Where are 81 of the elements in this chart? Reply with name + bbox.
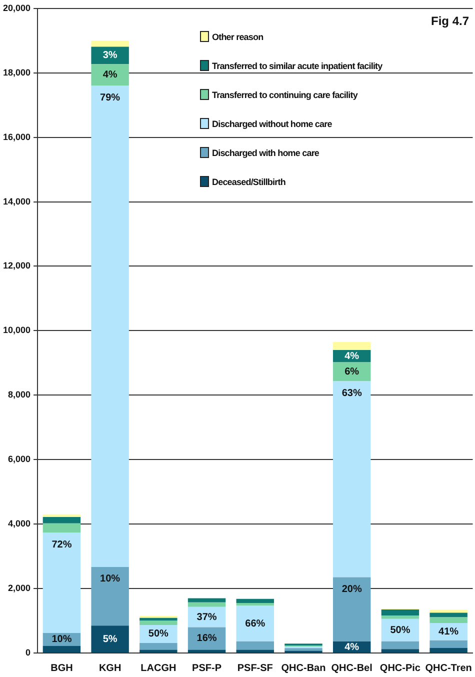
- x-tick-label: PSF-SF: [237, 662, 273, 674]
- bar: [332, 381, 371, 578]
- bar: [91, 86, 129, 567]
- bar: [91, 626, 129, 652]
- bar: [91, 64, 129, 86]
- x-tick-label: QHC-Ban: [281, 662, 326, 674]
- y-tick-label: 0: [26, 647, 31, 658]
- bar: [284, 648, 322, 651]
- bar: [381, 649, 420, 652]
- bar: [188, 598, 226, 602]
- x-tick-label: LACGH: [140, 662, 176, 674]
- annotation: 50%: [148, 628, 169, 640]
- y-tick-label: 2,000: [8, 583, 31, 594]
- bar: [140, 643, 178, 650]
- bar: [236, 598, 274, 604]
- bar: [91, 40, 129, 47]
- annotation: 37%: [196, 612, 217, 623]
- y-tick-label: 4,000: [8, 518, 31, 529]
- legend-label: Other reason: [212, 32, 264, 42]
- bar: [42, 646, 81, 652]
- x-tick-label: QHC-Pic: [380, 662, 421, 674]
- legend-label: Transferred to similar acute inpatient facility: [212, 60, 382, 70]
- y-tick-label: 8,000: [8, 390, 31, 400]
- annotation: 3%: [102, 50, 118, 62]
- legend-label: Discharged without home care: [212, 118, 332, 128]
- x-tick-label: PSF-P: [192, 662, 222, 674]
- bar: [140, 618, 178, 621]
- annotation: 66%: [245, 618, 266, 630]
- bar: [236, 641, 274, 650]
- bar: [381, 616, 420, 619]
- bar: [236, 650, 274, 652]
- y-tick-label: 18,000: [2, 67, 31, 78]
- bar: [42, 523, 81, 533]
- bar: [42, 532, 81, 634]
- x-tick-label: QHC-Tren: [425, 662, 472, 674]
- annotation: 50%: [390, 624, 410, 636]
- bar: [236, 606, 274, 642]
- y-tick-label: 14,000: [2, 196, 31, 206]
- annotation: 79%: [100, 92, 120, 104]
- bar: [42, 516, 81, 524]
- annotation: 4%: [344, 642, 360, 653]
- bar: [188, 650, 226, 652]
- bar: [140, 620, 178, 625]
- annotation: 4%: [344, 350, 360, 362]
- x-tick-label: BGH: [50, 662, 73, 674]
- annotation: 72%: [52, 540, 72, 551]
- bar: [332, 577, 371, 642]
- annotation: 63%: [342, 388, 362, 400]
- bar: [381, 609, 420, 616]
- annotation: 41%: [438, 626, 459, 638]
- legend-label: Transferred to continuing care facility: [212, 90, 358, 100]
- bar: [188, 627, 226, 650]
- bar: [430, 612, 468, 618]
- bar: [332, 362, 371, 382]
- annotation: 5%: [102, 634, 118, 646]
- legend-label: Deceased/Stillbirth: [212, 176, 286, 186]
- bar: [430, 617, 468, 624]
- y-tick-label: 16,000: [2, 132, 31, 142]
- x-tick-label: QHC-Bel: [331, 662, 373, 674]
- bar: [332, 342, 371, 350]
- y-tick-label: 20,000: [2, 2, 31, 13]
- y-tick-label: 12,000: [2, 260, 31, 271]
- x-tick-label: KGH: [98, 662, 122, 674]
- bar: [430, 640, 468, 648]
- legend-label: Discharged with home care: [212, 148, 320, 158]
- annotation: 20%: [342, 584, 362, 596]
- bar: [430, 648, 468, 652]
- annotation: 6%: [344, 366, 360, 378]
- y-tick-label: 10,000: [2, 325, 31, 336]
- annotation: 10%: [100, 574, 120, 585]
- annotation: Fig 4.7: [430, 14, 469, 28]
- annotation: 10%: [52, 634, 72, 646]
- y-tick-label: 6,000: [8, 454, 31, 464]
- bar: [91, 566, 129, 626]
- annotation: 4%: [102, 70, 118, 81]
- annotation: 16%: [196, 633, 217, 644]
- bar: [140, 650, 178, 652]
- bar: [42, 514, 81, 517]
- bar: [381, 641, 420, 650]
- bar: [188, 602, 226, 607]
- bar: [236, 603, 274, 606]
